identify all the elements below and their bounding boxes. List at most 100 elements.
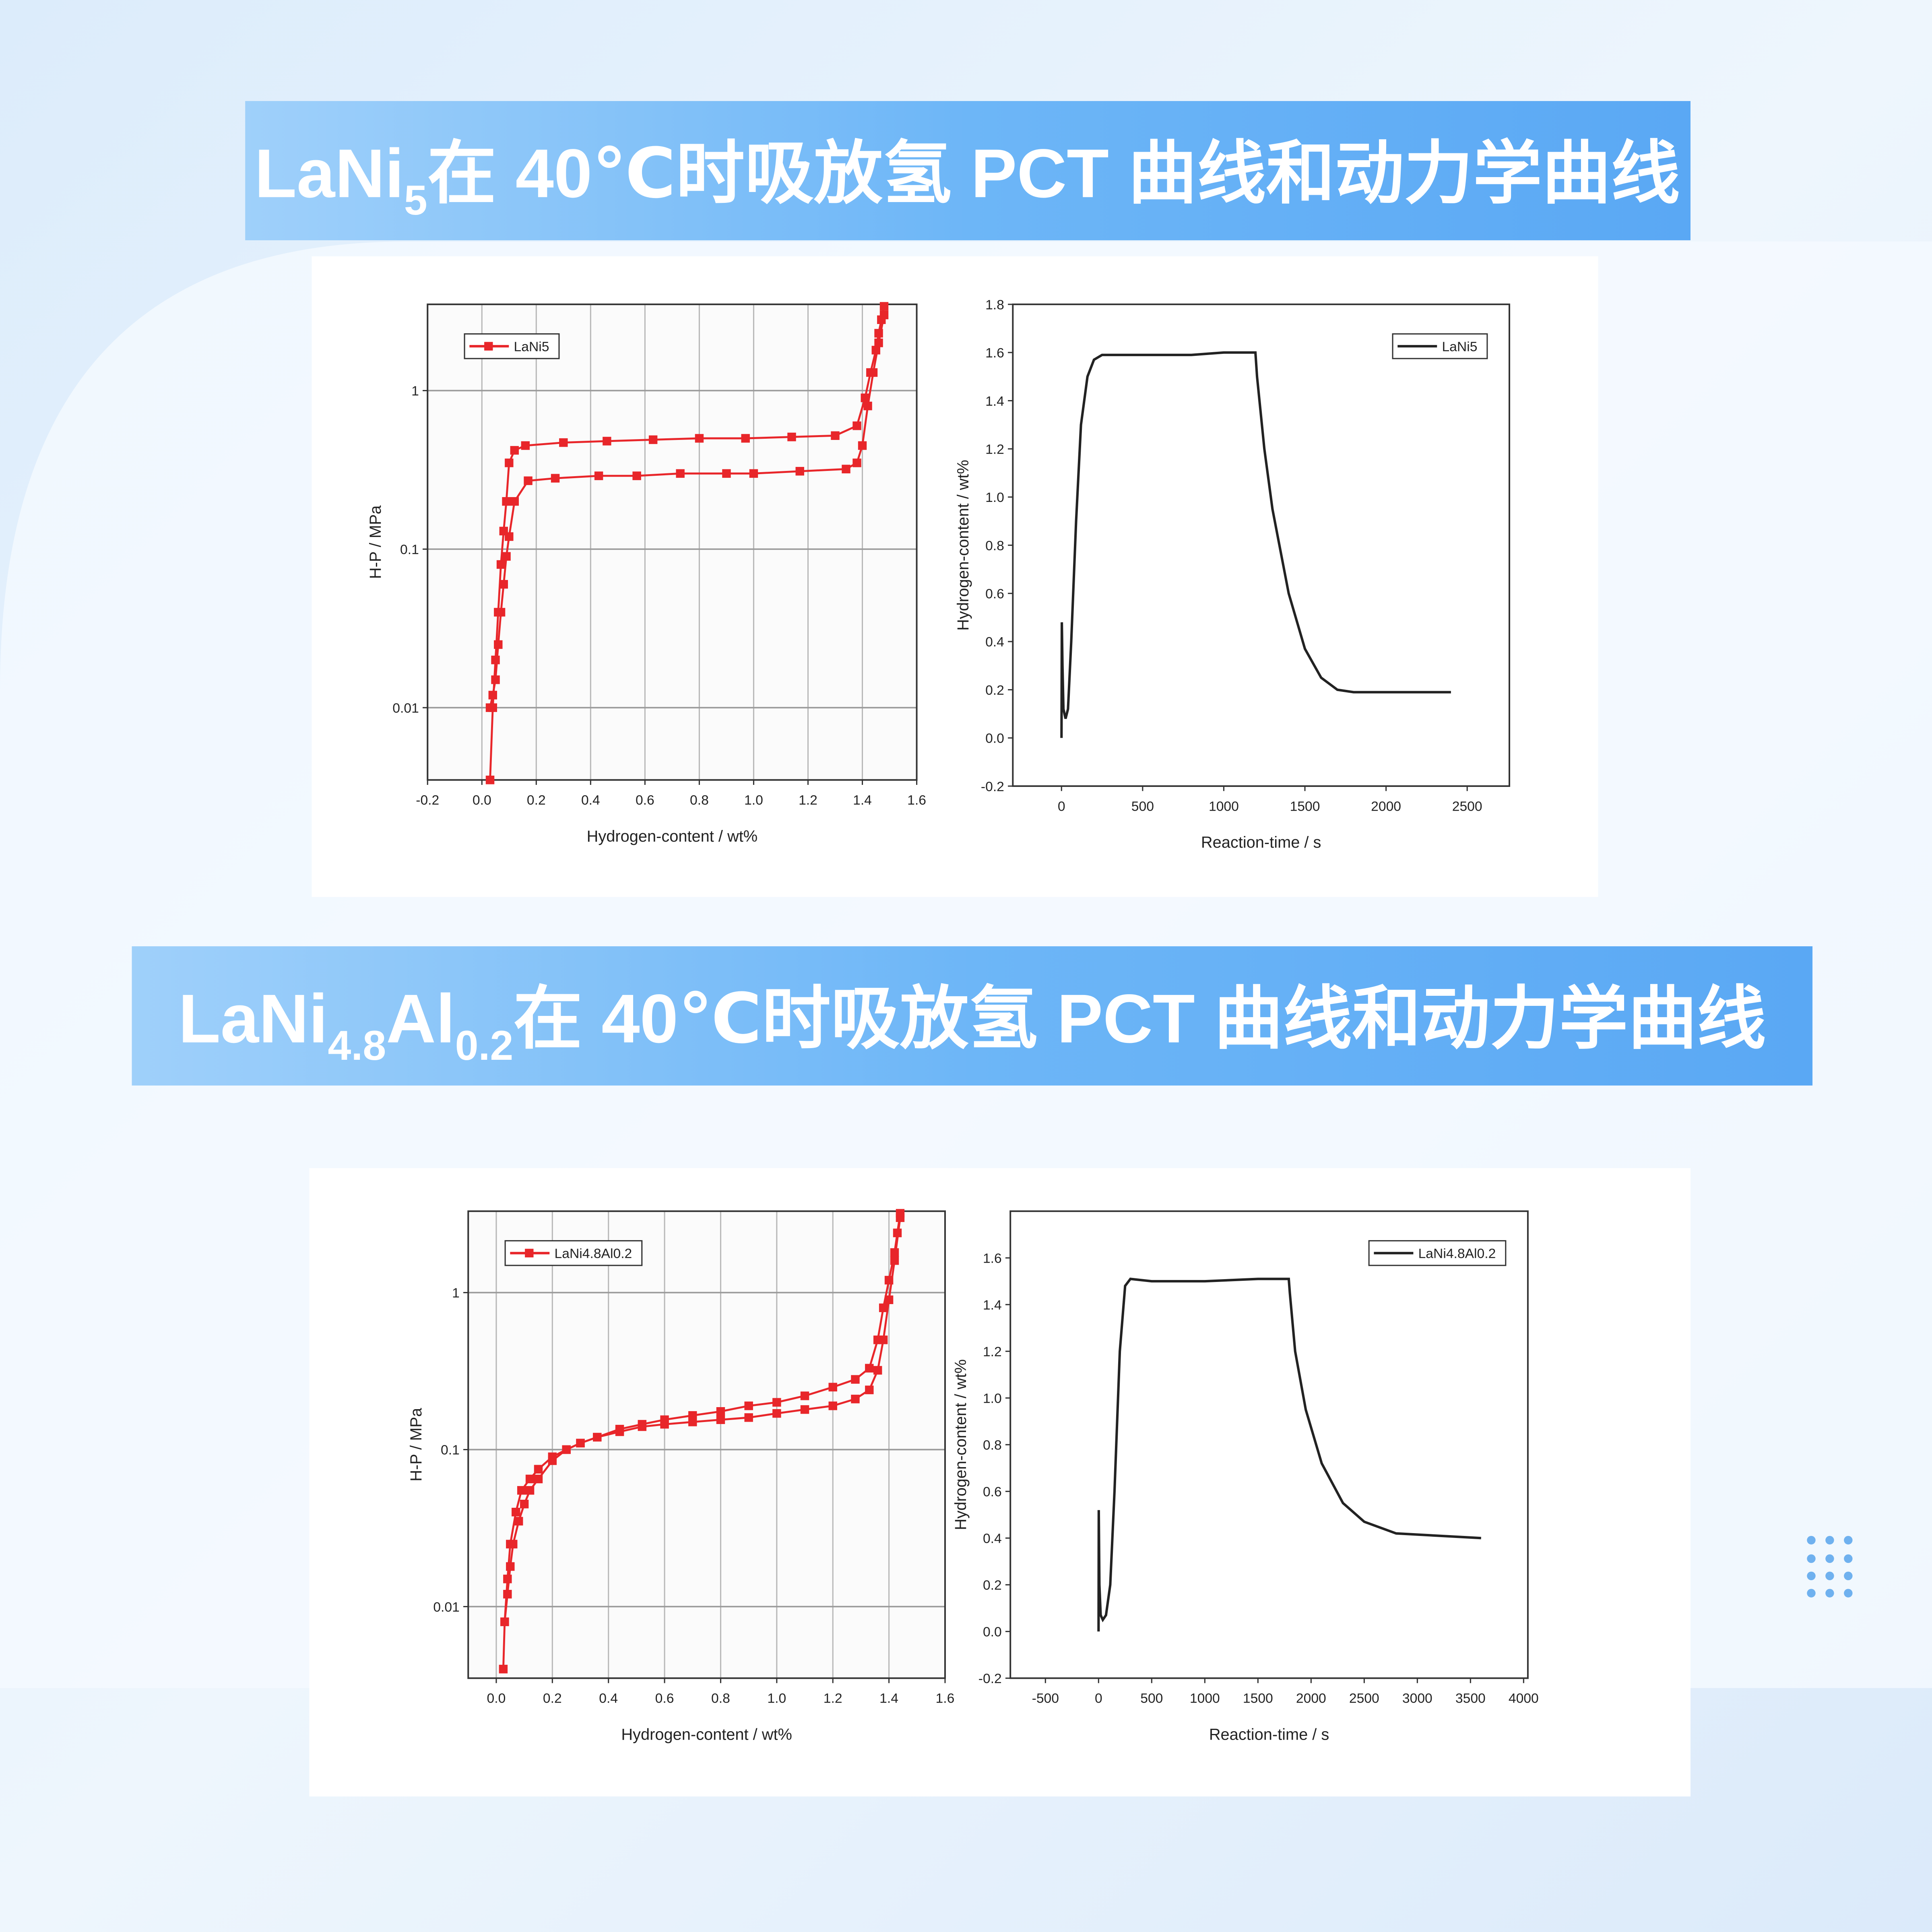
data-point — [879, 1335, 888, 1344]
data-point — [500, 1617, 509, 1627]
x-tick-label: 0.6 — [636, 793, 654, 808]
legend: LaNi5 — [464, 333, 560, 359]
data-point — [879, 1303, 888, 1312]
data-point — [499, 580, 508, 589]
x-tick-label: 0.4 — [599, 1691, 618, 1706]
data-point — [787, 432, 796, 442]
plot-area — [1013, 304, 1509, 786]
plot-area — [468, 1211, 945, 1678]
y-tick-label: 0.1 — [441, 1443, 460, 1458]
data-point — [865, 1364, 874, 1373]
chart: -0.2 0.0 0.2 0.4 0.6 0.8 1.0 1.2 1.4 1.6 0.01 0.1 1 H… — [367, 302, 926, 845]
data-point — [722, 469, 731, 478]
legend-label: LaNi5 — [514, 339, 549, 354]
plot-area — [427, 304, 917, 780]
y-tick-label: 0.6 — [985, 587, 1004, 602]
data-point — [879, 302, 889, 311]
y-tick-label: -0.2 — [981, 779, 1004, 794]
x-tick-label: 2500 — [1349, 1691, 1379, 1706]
x-tick-label: 1500 — [1243, 1691, 1273, 1706]
subscript: 4.8 — [328, 1022, 386, 1069]
data-point — [593, 1432, 602, 1442]
x-tick-label: 2000 — [1296, 1691, 1326, 1706]
data-point — [852, 458, 861, 467]
y-tick-label: 0.2 — [985, 683, 1004, 698]
y-axis-label: Hydrogen-content / wt% — [952, 1359, 970, 1530]
data-point — [485, 776, 495, 784]
data-point — [863, 401, 872, 411]
data-point — [603, 437, 611, 446]
series-line — [489, 315, 885, 708]
data-point — [534, 1474, 543, 1484]
x-tick-label: -500 — [1032, 1691, 1059, 1706]
x-tick-label: 3000 — [1402, 1691, 1432, 1706]
series-line — [504, 1217, 901, 1622]
y-tick-label: 1.4 — [983, 1298, 1002, 1313]
data-point — [510, 446, 519, 455]
data-point — [491, 675, 500, 684]
data-point — [800, 1405, 809, 1414]
data-point — [648, 435, 658, 444]
data-point — [509, 1540, 518, 1549]
data-point — [505, 532, 514, 541]
y-tick-label: 0.4 — [985, 635, 1004, 650]
data-point — [744, 1413, 753, 1422]
legend-label: LaNi4.8Al0.2 — [1418, 1247, 1496, 1261]
data-point — [865, 1385, 874, 1394]
data-point — [485, 703, 495, 712]
y-tick-label: 1.2 — [983, 1344, 1002, 1359]
data-point — [676, 469, 685, 478]
legend-box — [1368, 1240, 1507, 1266]
data-point — [744, 1402, 753, 1410]
data-point — [638, 1422, 647, 1431]
data-point — [896, 1213, 905, 1222]
data-point — [488, 691, 497, 700]
data-point — [505, 458, 514, 467]
data-point — [874, 339, 883, 347]
x-tick-label: 2000 — [1371, 799, 1401, 814]
data-point — [772, 1409, 781, 1418]
y-tick-label: 1 — [452, 1286, 460, 1301]
data-point — [858, 441, 867, 450]
x-tick-label: 500 — [1140, 1691, 1163, 1706]
data-point — [548, 1456, 557, 1465]
data-point — [879, 310, 889, 320]
x-tick-label: 0.8 — [711, 1691, 730, 1706]
y-tick-label: 0.01 — [392, 701, 419, 716]
data-point — [503, 1589, 512, 1599]
y-tick-label: 0.0 — [985, 731, 1004, 746]
data-point — [503, 1575, 512, 1583]
data-point — [525, 1486, 535, 1495]
data-point — [491, 655, 500, 665]
x-axis-label: Reaction-time / s — [1209, 1726, 1329, 1743]
data-point — [741, 434, 750, 443]
legend: LaNi4.8Al0.2 — [1368, 1240, 1507, 1266]
y-tick-label: 0.01 — [433, 1600, 460, 1615]
series-line — [1060, 351, 1451, 738]
title-part: Al — [386, 980, 455, 1057]
y-tick-label: 1 — [411, 384, 419, 399]
x-tick-label: 0.2 — [543, 1691, 562, 1706]
x-tick-label: 2500 — [1452, 799, 1482, 814]
data-point — [800, 1391, 809, 1400]
plot-frame — [1009, 1210, 1529, 1679]
subscript: 0.2 — [455, 1022, 514, 1069]
data-point — [749, 469, 758, 478]
data-point — [514, 1517, 523, 1526]
banner-title: LaNi4.8Al0.2在 40℃时吸放氢 PCT 曲线和动力学曲线 — [178, 980, 1766, 1069]
data-point — [524, 476, 533, 485]
x-tick-label: 0.2 — [527, 793, 546, 808]
data-point — [496, 560, 506, 569]
x-tick-label: 0 — [1095, 1691, 1102, 1706]
data-point — [521, 441, 530, 450]
y-axis-label: H-P / MPa — [367, 505, 384, 579]
chart: 0.0 0.2 0.4 0.6 0.8 1.0 1.2 1.4 1.6 0.01 0.1 1 Hydro… — [407, 1209, 954, 1743]
data-point — [890, 1256, 899, 1265]
plot-frame — [1012, 303, 1510, 787]
y-tick-label: 0.4 — [983, 1532, 1002, 1546]
data-point — [594, 471, 603, 480]
x-axis-label: Reaction-time / s — [1201, 834, 1321, 851]
data-point — [534, 1465, 543, 1474]
data-point — [828, 1402, 837, 1410]
